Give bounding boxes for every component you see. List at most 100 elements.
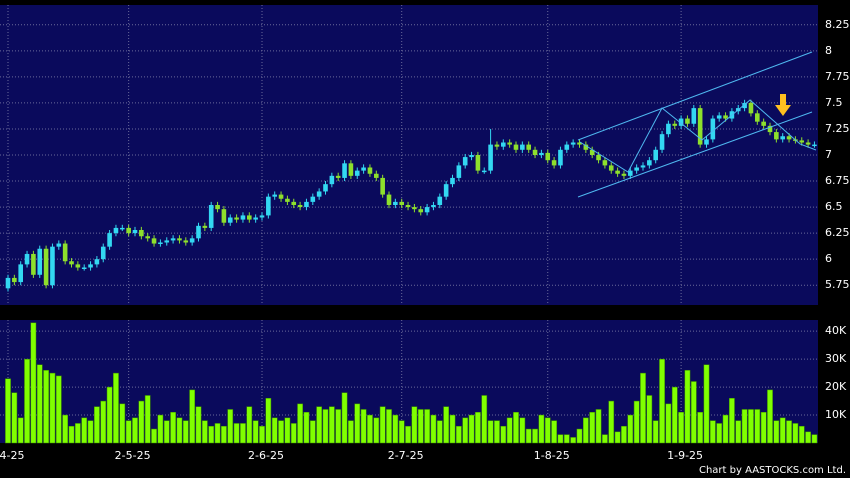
candle-body [589,149,595,155]
candle-body [56,243,62,247]
volume-bar [710,420,716,444]
volume-bar [125,420,132,444]
volume-bar [221,425,227,444]
volume-bar [132,417,138,444]
candle-body [761,121,766,126]
y-tick-label: 7 [825,148,832,161]
volume-bar [163,420,170,444]
volume-bar [481,395,488,444]
volume-bar [43,370,49,444]
volume-bar [430,414,437,444]
volume-bar [11,392,18,444]
volume-bar [652,420,659,444]
candle-body [297,205,303,208]
candle-body [75,264,81,268]
volume-bar [513,412,519,444]
candle-body [786,136,792,140]
candle-body [177,238,182,241]
volume-bar [75,423,81,444]
y-tick-label: 6.75 [825,174,850,187]
candle-body [640,165,646,168]
volume-bar [494,420,500,444]
candle-body [37,248,43,275]
candle-body [393,201,398,205]
volume-bar [576,428,583,444]
volume-bar [271,417,278,444]
candle-body [170,238,176,241]
candle-body [659,134,665,150]
volume-bar [525,428,532,444]
volume-bar [805,431,811,444]
volume-bar [735,420,742,444]
volume-bar [81,417,88,444]
candle-body [18,264,23,283]
volume-bar [684,370,691,444]
volume-bar [189,389,196,444]
volume-bar [316,406,322,444]
volume-bar [341,392,348,444]
candle-body [481,170,487,173]
y-tick-label: 7.5 [825,96,843,109]
candle-body [615,170,620,174]
candle-body [647,160,652,166]
candle-body [234,217,239,220]
candle-body [215,205,220,210]
candle-body [259,215,265,218]
candle-body [653,149,658,161]
volume-bar [398,420,405,444]
volume-bar [119,403,126,444]
volume-bar [602,434,608,444]
candle-body [405,205,411,208]
candle-body [348,163,354,176]
candle-body [291,201,297,205]
volume-bar [322,409,329,444]
candle-body [608,165,614,171]
candle-body [678,118,684,126]
candle-body [354,170,360,176]
volume-bar [583,417,589,444]
volume-bar [627,414,634,444]
y-tick-label: 5.75 [825,278,850,291]
candle-body [189,238,195,243]
candle-body [443,184,449,197]
volume-bar [779,417,786,444]
x-tick-label: 2-7-25 [388,449,424,462]
x-tick-label: 1-8-25 [534,449,570,462]
candle-body [437,196,443,205]
volume-bar [424,409,430,444]
credit: Chart by AASTOCKS.com Ltd. [699,465,846,476]
volume-bar [246,406,253,444]
candle-body [424,207,430,213]
candle-body [240,215,246,220]
volume-bar [456,425,462,444]
y-tick-label: 30K [825,352,847,365]
volume-bar [468,414,475,444]
volume-bar [671,386,678,444]
candle-body [469,155,474,158]
volume-bar [621,425,627,444]
candle-body [634,167,639,171]
candle-body [361,167,366,171]
candle-body [88,264,93,268]
candle-body [431,205,436,208]
candle-body [158,242,163,244]
volume-bar [354,403,361,444]
candle-body [710,118,716,140]
volume-bar [214,423,221,444]
arrow-shaft [780,94,786,106]
candle-body [62,243,68,262]
candle-body [526,144,531,150]
volume-bar [309,420,316,444]
volume-bar [94,406,100,444]
volume-bar [405,425,411,444]
candle-body [43,248,49,286]
volume-bar [233,423,240,444]
candle-body [120,227,125,230]
volume-bar [284,417,291,444]
candle-body [666,123,671,135]
candle-body [31,253,36,275]
x-tick-label: 1-9-25 [667,449,703,462]
candle-body [513,144,519,150]
volume-bar [392,414,399,444]
candle-body [716,115,722,119]
